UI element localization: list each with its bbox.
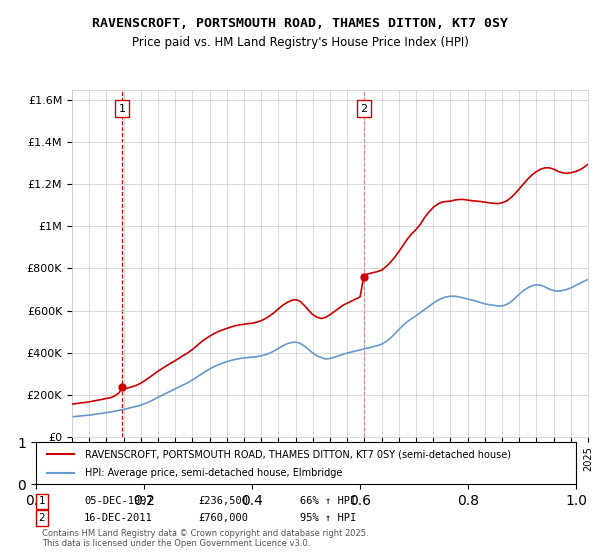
Text: £236,500: £236,500 [198,496,248,506]
Text: 95% ↑ HPI: 95% ↑ HPI [300,513,356,523]
Text: 05-DEC-1997: 05-DEC-1997 [84,496,153,506]
Text: RAVENSCROFT, PORTSMOUTH ROAD, THAMES DITTON, KT7 0SY (semi-detached house): RAVENSCROFT, PORTSMOUTH ROAD, THAMES DIT… [85,449,511,459]
Text: 66% ↑ HPI: 66% ↑ HPI [300,496,356,506]
Text: 16-DEC-2011: 16-DEC-2011 [84,513,153,523]
Text: Price paid vs. HM Land Registry's House Price Index (HPI): Price paid vs. HM Land Registry's House … [131,36,469,49]
Text: £760,000: £760,000 [198,513,248,523]
Text: 1: 1 [38,496,46,506]
Text: 2: 2 [360,104,367,114]
Text: Contains HM Land Registry data © Crown copyright and database right 2025.
This d: Contains HM Land Registry data © Crown c… [42,529,368,548]
Text: 1: 1 [119,104,126,114]
Text: HPI: Average price, semi-detached house, Elmbridge: HPI: Average price, semi-detached house,… [85,468,342,478]
Text: RAVENSCROFT, PORTSMOUTH ROAD, THAMES DITTON, KT7 0SY: RAVENSCROFT, PORTSMOUTH ROAD, THAMES DIT… [92,17,508,30]
Text: 2: 2 [38,513,46,523]
